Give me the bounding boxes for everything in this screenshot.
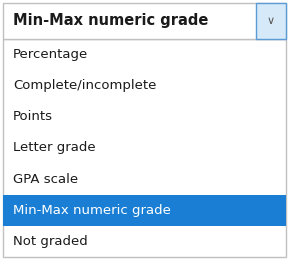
Text: GPA scale: GPA scale: [13, 173, 78, 186]
FancyBboxPatch shape: [3, 3, 286, 39]
Text: ∨: ∨: [267, 16, 275, 26]
Text: Complete/incomplete: Complete/incomplete: [13, 79, 156, 92]
Text: Letter grade: Letter grade: [13, 141, 96, 154]
FancyBboxPatch shape: [256, 3, 286, 39]
Text: Percentage: Percentage: [13, 48, 88, 61]
Text: Min-Max numeric grade: Min-Max numeric grade: [13, 204, 171, 217]
Text: Not graded: Not graded: [13, 235, 88, 248]
Text: Min-Max numeric grade: Min-Max numeric grade: [13, 14, 208, 29]
FancyBboxPatch shape: [3, 39, 286, 257]
FancyBboxPatch shape: [3, 195, 286, 226]
Text: Points: Points: [13, 110, 53, 123]
